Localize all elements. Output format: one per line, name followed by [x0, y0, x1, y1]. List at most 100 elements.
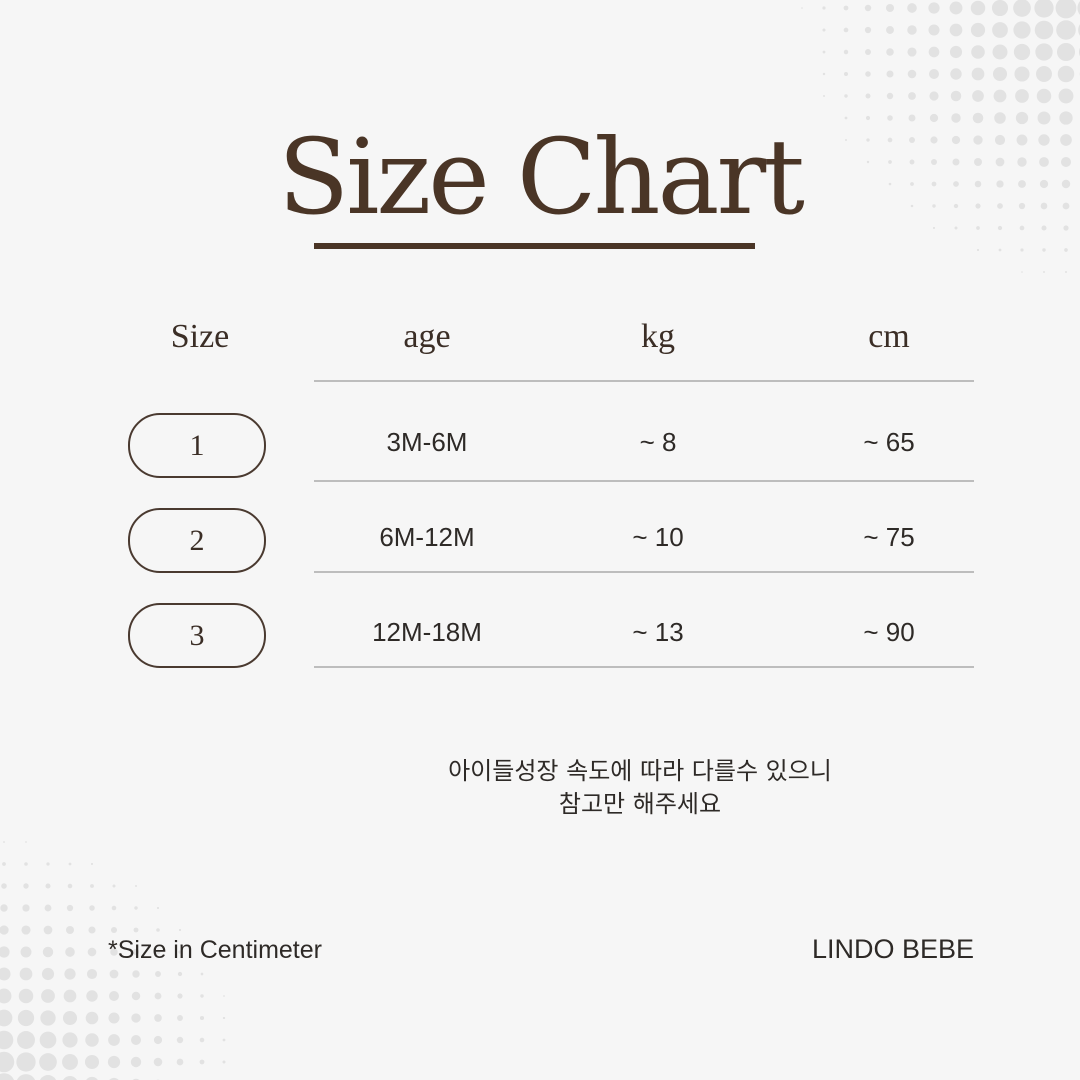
halftone-dot — [951, 113, 961, 123]
halftone-dot — [199, 1015, 205, 1021]
halftone-dot — [17, 1009, 35, 1027]
halftone-dot — [974, 180, 982, 188]
halftone-dot — [843, 49, 849, 55]
halftone-dot — [929, 113, 939, 123]
brand-name: LINDO BEBE — [811, 934, 974, 964]
halftone-dot — [1059, 111, 1073, 125]
halftone-dot — [976, 248, 980, 252]
halftone-dot — [66, 926, 74, 934]
halftone-dot — [110, 926, 118, 934]
halftone-dot — [951, 135, 961, 145]
halftone-dot — [822, 6, 826, 10]
halftone-dot — [0, 946, 10, 958]
halftone-dot — [949, 1, 963, 15]
halftone-dot — [64, 968, 76, 980]
halftone-dot — [822, 50, 826, 54]
halftone-dot — [952, 158, 960, 166]
divider — [314, 571, 974, 573]
halftone-dot — [1064, 270, 1068, 274]
halftone-dot — [43, 925, 53, 935]
halftone-dot — [908, 114, 916, 122]
halftone-dot — [992, 22, 1008, 38]
halftone-dot — [973, 135, 983, 145]
halftone-dot — [1015, 89, 1029, 103]
halftone-dot — [1061, 179, 1071, 189]
halftone-dot — [844, 116, 848, 120]
age-cell: 3M-6M — [386, 427, 468, 457]
halftone-dot — [1062, 202, 1070, 210]
halftone-dot — [1035, 43, 1053, 61]
halftone-dot — [176, 1058, 184, 1066]
halftone-dot — [910, 204, 914, 208]
halftone-dot — [107, 1055, 121, 1069]
kg-cell: ~ 13 — [632, 617, 684, 647]
halftone-dot — [998, 248, 1002, 252]
halftone-dot — [45, 883, 51, 889]
halftone-dot — [865, 71, 871, 77]
halftone-dot — [24, 862, 28, 866]
halftone-dot — [177, 1015, 183, 1021]
halftone-dot — [866, 160, 870, 164]
halftone-dot — [1020, 248, 1024, 252]
halftone-dot — [1043, 271, 1045, 273]
halftone-dot — [971, 45, 985, 59]
halftone-dot — [844, 94, 848, 98]
halftone-dot — [156, 928, 160, 932]
halftone-dot — [89, 905, 95, 911]
halftone-dot — [20, 946, 32, 958]
halftone-dot — [177, 993, 183, 999]
halftone-dot — [132, 948, 140, 956]
halftone-dot — [201, 951, 203, 953]
halftone-dot — [25, 841, 27, 843]
halftone-dot — [199, 1059, 205, 1065]
halftone-dot — [44, 904, 52, 912]
halftone-dot — [822, 72, 826, 76]
halftone-dot — [200, 972, 204, 976]
halftone-dot — [85, 1033, 99, 1047]
halftone-dot — [112, 884, 116, 888]
halftone-dot — [68, 862, 72, 866]
halftone-dot — [223, 995, 225, 997]
halftone-dot — [156, 906, 160, 910]
halftone-dot — [1039, 157, 1049, 167]
halftone-dot — [888, 160, 892, 164]
halftone-dot — [110, 948, 118, 956]
halftone-dot — [864, 4, 872, 12]
halftone-dot — [844, 138, 848, 142]
halftone-dot — [177, 971, 183, 977]
halftone-dot — [971, 67, 985, 81]
halftone-dot — [928, 46, 940, 58]
halftone-dot — [17, 1031, 35, 1049]
halftone-dot — [907, 3, 917, 13]
halftone-dot — [909, 137, 915, 143]
halftone-dot — [1013, 0, 1031, 17]
halftone-dot — [843, 5, 849, 11]
halftone-dot — [109, 1077, 119, 1080]
halftone-dot — [1056, 20, 1076, 40]
halftone-dot — [133, 927, 139, 933]
halftone-dot — [1017, 157, 1027, 167]
halftone-dot — [865, 49, 871, 55]
halftone-dot — [928, 24, 940, 36]
header-cm: cm — [868, 318, 910, 355]
kg-cell: ~ 10 — [632, 522, 684, 552]
halftone-dot — [995, 157, 1005, 167]
halftone-dot — [886, 48, 894, 56]
halftone-dot — [993, 89, 1007, 103]
halftone-dot — [176, 1036, 184, 1044]
halftone-dot — [16, 1052, 36, 1072]
kg-cell: ~ 8 — [639, 427, 677, 457]
halftone-dot — [949, 23, 963, 37]
halftone-dot — [132, 970, 140, 978]
halftone-dot — [864, 26, 872, 34]
halftone-dot — [929, 69, 939, 79]
halftone-dot — [991, 0, 1009, 17]
halftone-dot — [200, 994, 204, 998]
halftone-dot — [1036, 66, 1052, 82]
halftone-dot — [1013, 43, 1031, 61]
halftone-dot — [949, 45, 963, 59]
halftone-dot — [1034, 20, 1054, 40]
halftone-dot — [109, 969, 119, 979]
halftone-dot — [131, 1013, 141, 1023]
